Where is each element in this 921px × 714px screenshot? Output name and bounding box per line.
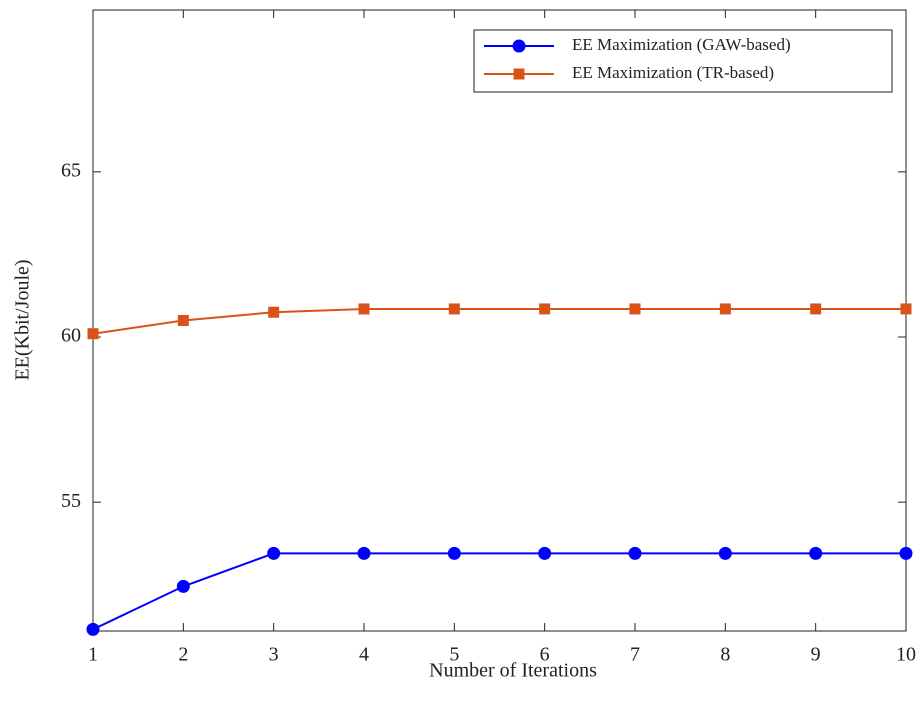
x-tick-label: 7: [630, 644, 640, 666]
marker: [513, 68, 525, 80]
x-tick-label: 5: [449, 644, 459, 666]
plot-frame: [92, 9, 907, 632]
series-line: [92, 552, 906, 631]
x-tick-label: 9: [811, 644, 821, 666]
marker: [512, 39, 526, 53]
x-axis-label: Number of Iterations: [429, 660, 597, 682]
marker: [718, 546, 732, 560]
marker: [447, 546, 461, 560]
marker: [809, 546, 823, 560]
marker: [448, 303, 460, 315]
x-tick-label: 4: [359, 644, 369, 666]
marker: [810, 303, 822, 315]
y-tick-label: 65: [61, 159, 81, 181]
x-tick-label: 1: [88, 644, 98, 666]
legend-box: [473, 29, 893, 93]
marker: [538, 546, 552, 560]
marker: [899, 546, 913, 560]
y-tick-label: 60: [61, 325, 81, 347]
marker: [629, 303, 641, 315]
marker: [900, 303, 912, 315]
x-tick-label: 2: [178, 644, 188, 666]
x-tick-label: 10: [896, 644, 916, 666]
marker: [628, 546, 642, 560]
marker: [176, 579, 190, 593]
marker: [719, 303, 731, 315]
legend-label: EE Maximization (TR-based): [572, 63, 774, 82]
y-axis-label: EE(Kbit/Joule): [12, 259, 34, 380]
marker: [86, 622, 100, 636]
series-line: [92, 307, 906, 335]
x-tick-label: 3: [269, 644, 279, 666]
marker: [358, 303, 370, 315]
y-tick-label: 55: [61, 490, 81, 512]
marker: [267, 546, 281, 560]
marker: [357, 546, 371, 560]
marker: [87, 328, 99, 340]
legend: EE Maximization (GAW-based) EE Maximizati…: [473, 29, 893, 93]
marker: [539, 303, 551, 315]
x-tick-label: 8: [720, 644, 730, 666]
x-tick-label: 6: [540, 644, 550, 666]
marker: [268, 306, 280, 318]
legend-label: EE Maximization (GAW-based): [572, 35, 791, 54]
marker: [177, 315, 189, 326]
